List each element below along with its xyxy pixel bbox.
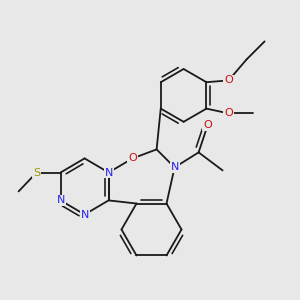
Text: N: N: [170, 162, 179, 172]
Text: O: O: [128, 153, 137, 164]
Text: S: S: [33, 167, 40, 178]
Text: O: O: [224, 75, 233, 85]
Text: N: N: [80, 209, 89, 220]
Text: O: O: [203, 120, 212, 130]
Text: N: N: [56, 195, 65, 206]
Text: N: N: [104, 167, 113, 178]
Text: O: O: [224, 108, 233, 118]
